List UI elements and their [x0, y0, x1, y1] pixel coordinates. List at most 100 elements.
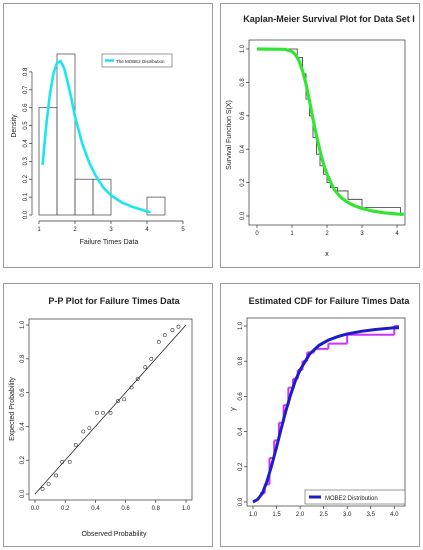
y-tick-label: 0.7 [23, 85, 29, 94]
y-tick-label: 0.8 [238, 356, 244, 365]
y-tick-label: 0.6 [240, 111, 246, 120]
x-tick-label: 4 [145, 227, 149, 233]
survival-curve-line [256, 47, 405, 216]
x-tick-label: 3 [109, 227, 113, 233]
x-axis-label: Failure Times Data [80, 239, 139, 246]
y-tick-label: 0.6 [23, 103, 29, 112]
histogram-bar [56, 53, 76, 216]
reference-line [34, 324, 187, 495]
pp-point [95, 410, 99, 415]
y-tick-label: 0.0 [23, 210, 29, 219]
pp-point [54, 473, 59, 478]
pp-point [129, 385, 134, 390]
legend: MOBE2 Distribution [304, 489, 406, 505]
kaplan-meier-chart: Kaplan-Meier Survival Plot for Data Set … [226, 14, 415, 258]
y-tick-label: 0.2 [240, 178, 246, 187]
km-step-line [257, 48, 401, 216]
estimated-cdf-chart: Estimated CDF for Failure Times Data y 1… [230, 296, 411, 518]
y-tick-label: 0.2 [20, 455, 26, 464]
x-tick-label: 1 [37, 227, 41, 233]
x-tick-label: 5 [181, 227, 185, 233]
x-tick-label: 0.2 [61, 506, 70, 512]
legend-box [101, 53, 173, 68]
histogram-bars [38, 53, 166, 216]
legend-box [304, 489, 406, 505]
histogram-bar [74, 178, 94, 216]
plot-frame [246, 317, 406, 507]
x-tick-label: 4 [395, 231, 399, 237]
x-tick-label: 1.0 [182, 506, 191, 512]
ecdf-steps [260, 325, 399, 495]
y-tick-label: 0.3 [23, 157, 29, 166]
pp-point [60, 459, 65, 464]
y-tick-label: 0.2 [23, 174, 29, 183]
x-tick-label: 0.0 [31, 506, 40, 512]
pp-point [46, 481, 51, 486]
density-curve-line [41, 59, 151, 214]
plot-frame [28, 318, 193, 501]
axes: 1 2 3 4 5 0.0 0.1 0.2 0.3 0.4 0.5 0.6 0.7 0.8 [23, 67, 185, 233]
pp-point [122, 397, 126, 402]
chart-title: Estimated CDF for Failure Times Data [249, 296, 411, 306]
x-tick-label: 0.8 [152, 506, 161, 512]
axes: 0 1 2 3 4 0.0 0.2 0.4 0.6 0.8 1.0 [240, 39, 406, 237]
x-tick-label: 2 [325, 231, 329, 237]
y-tick-label: 0.0 [238, 497, 244, 506]
km-steps [257, 48, 401, 216]
pp-points [40, 324, 181, 491]
kaplan-meier-panel: Kaplan-Meier Survival Plot for Data Set … [220, 3, 420, 268]
y-tick-label: 0.4 [240, 144, 246, 153]
pp-point [67, 459, 72, 464]
pp-point [73, 443, 78, 447]
x-tick-label: 3 [360, 231, 364, 237]
pp-plot-panel: P-P Plot for Failure Times Data Observed… [3, 283, 213, 547]
histogram-bar [92, 178, 112, 216]
legend-label: MOBE2 Distribution [325, 496, 378, 502]
plot-frame [248, 39, 406, 226]
y-tick-label: 0.8 [23, 67, 29, 76]
y-axis-label: y [230, 407, 237, 411]
y-tick-label: 0.8 [20, 354, 26, 363]
y-axis-label: Density [11, 114, 18, 138]
pp-point [156, 340, 161, 344]
x-tick-label: 0.6 [121, 506, 130, 512]
x-tick-label: 0.4 [91, 506, 100, 512]
y-tick-label: 0.4 [23, 139, 29, 148]
y-tick-label: 1.0 [240, 44, 246, 53]
legend-label: The MOBE2 Distribution [116, 59, 165, 64]
pp-point [149, 356, 154, 361]
y-axis-label: Survival Function S(X) [226, 100, 233, 170]
pp-point [170, 328, 175, 332]
pp-point [40, 487, 45, 491]
y-tick-label: 0.5 [23, 121, 29, 130]
pp-point [108, 410, 113, 415]
pp-point [162, 333, 167, 338]
density-histogram-chart: Failure Times Data Density The MOBE2 Dis… [11, 53, 185, 246]
x-tick-label: 2 [73, 227, 77, 233]
y-tick-label: 0.6 [20, 388, 26, 397]
y-tick-label: 0.4 [20, 422, 26, 431]
cdf-curve-line [252, 326, 399, 504]
pp-point [87, 426, 92, 430]
y-tick-label: 1.0 [238, 321, 244, 330]
pp-point [143, 365, 148, 370]
y-tick-label: 0.0 [240, 211, 246, 220]
axes: 1.0 1.5 2.0 2.5 3.0 3.5 4.0 0.0 0.2 0.4 0.6 0.8 1.0 [238, 317, 406, 518]
y-tick-label: 1.0 [20, 320, 26, 329]
pp-point [116, 399, 120, 403]
chart-title: Kaplan-Meier Survival Plot for Data Set … [243, 14, 415, 24]
estimated-cdf-panel: Estimated CDF for Failure Times Data y 1… [220, 283, 420, 547]
y-axis-label: Expected Probability [9, 377, 16, 441]
pp-point [176, 324, 181, 329]
x-tick-label: 2.5 [319, 512, 328, 518]
y-tick-label: 0.4 [238, 427, 244, 436]
x-tick-label: 2.0 [296, 512, 305, 518]
y-tick-label: 0.8 [240, 78, 246, 87]
x-axis-label: Observed Probability [82, 531, 147, 538]
histogram-bar [146, 196, 166, 216]
pp-point [101, 410, 105, 415]
x-tick-label: 3.5 [367, 512, 376, 518]
x-axis-label: x [325, 251, 329, 258]
x-tick-label: 0 [255, 231, 259, 237]
x-tick-label: 3.0 [343, 512, 352, 518]
